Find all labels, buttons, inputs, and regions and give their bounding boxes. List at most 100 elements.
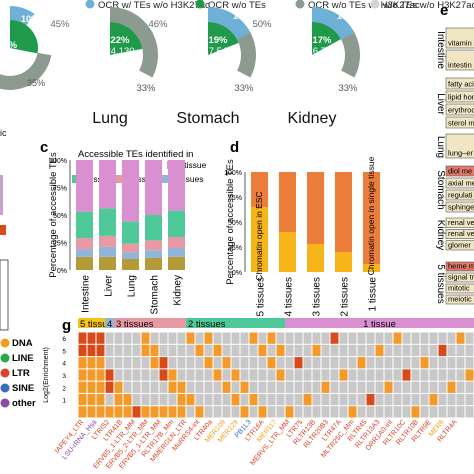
heatmap-cell [447, 406, 456, 418]
heatmap-cell [294, 406, 303, 418]
heatmap-cell [195, 369, 204, 381]
heatmap-cell [438, 406, 447, 418]
heatmap-cell [159, 406, 168, 418]
heatmap-cell [402, 357, 411, 369]
heatmap-cell [402, 332, 411, 344]
legend-label: 2 tissues [82, 174, 116, 184]
y-tick-label: 25% [228, 245, 242, 252]
legend-swatch [0, 353, 10, 363]
heatmap-cell [294, 332, 303, 344]
heatmap-cell [366, 357, 375, 369]
donut-label: 22% [110, 35, 130, 46]
donut-inner-green [312, 22, 341, 55]
group-header [78, 318, 105, 328]
y-tick-label: 75% [53, 186, 67, 193]
heatmap-cell [330, 369, 339, 381]
heatmap-cell [222, 369, 231, 381]
annotation: Chromatin open in ESC [254, 191, 264, 280]
heatmap-cell [186, 344, 195, 357]
heatmap-cell [294, 369, 303, 381]
bar-segment [99, 246, 116, 257]
heatmap-cell [240, 393, 249, 406]
heatmap-cell [375, 357, 384, 369]
heatmap-cell [105, 393, 114, 406]
y-axis-label: Percentage of accessible TEs [48, 152, 59, 278]
group-header-label: 1 tissue [363, 319, 396, 330]
bar-segment [99, 208, 116, 236]
donut-label: 28% [0, 40, 17, 50]
heatmap-cell [339, 332, 348, 344]
heatmap-cell [357, 393, 366, 406]
heatmap-cell [429, 344, 438, 357]
heatmap-cell [366, 332, 375, 344]
heatmap-cell [303, 381, 312, 393]
heatmap-cell [438, 369, 447, 381]
heatmap-cell [150, 369, 159, 381]
term-box [445, 177, 474, 189]
heatmap-cell [465, 332, 474, 344]
legend-swatch [0, 398, 10, 408]
heatmap-cell [366, 344, 375, 357]
heatmap-cell [339, 393, 348, 406]
heatmap-cell [177, 406, 186, 418]
term-label: vitamin [448, 39, 472, 48]
heatmap-cell [87, 357, 96, 369]
term-box [445, 261, 474, 272]
legend-label: OCR w/ TEs w/o H3K27ac [98, 0, 210, 11]
heatmap-cell [420, 406, 429, 418]
term-box [445, 116, 474, 129]
heatmap-cell [285, 332, 294, 344]
heatmap-cell [267, 406, 276, 418]
heatmap-cell [114, 393, 123, 406]
heatmap-cell [411, 393, 420, 406]
heatmap-cell [114, 332, 123, 344]
heatmap-cell [339, 381, 348, 393]
heatmap-cell [420, 393, 429, 406]
heatmap-cell [447, 344, 456, 357]
y-tick-label: 1 [62, 398, 66, 405]
heatmap-cell [132, 344, 141, 357]
bar-segment [99, 235, 116, 247]
group-header [114, 318, 186, 328]
donut-title: Kidney [288, 110, 337, 127]
bar-segment [307, 172, 324, 244]
heatmap-cell [204, 393, 213, 406]
donut-inner-green [110, 22, 143, 55]
heatmap-cell [321, 381, 330, 393]
heatmap-cell [384, 344, 393, 357]
heatmap-cell [339, 406, 348, 418]
donut-segment-grey [110, 7, 158, 78]
donut-label: 19% [208, 35, 228, 46]
heatmap-cell [258, 357, 267, 369]
legend-swatch [0, 368, 10, 378]
heatmap-cell [447, 393, 456, 406]
heatmap-cell [123, 369, 132, 381]
donut-label: 46% [148, 19, 168, 30]
heatmap-cell [366, 393, 375, 406]
heatmap-cell [294, 344, 303, 357]
heatmap-cell [213, 357, 222, 369]
term-label: heme m [448, 262, 474, 271]
legend-swatch [295, 0, 305, 9]
donut-label: 16,744 [307, 46, 336, 57]
term-label: axial me [448, 179, 474, 188]
heatmap-cell [384, 369, 393, 381]
heatmap-cell [186, 369, 195, 381]
heatmap-cell [87, 381, 96, 393]
heatmap-cell [159, 369, 168, 381]
heatmap-cell [276, 344, 285, 357]
heatmap-cell [438, 357, 447, 369]
heatmap-cell [249, 332, 258, 344]
heatmap-cell [411, 369, 420, 381]
heatmap-cell [339, 344, 348, 357]
heatmap-cell [186, 332, 195, 344]
heatmap-cell [267, 332, 276, 344]
heatmap-cell [456, 381, 465, 393]
heatmap-cell [159, 393, 168, 406]
heatmap-cell [294, 393, 303, 406]
donut-charts: 10% 28%2,516 35% 45% 22%24,130 78%87,063 33% Lu… [0, 6, 360, 331]
panel-label: c [40, 139, 48, 156]
heatmap-cell [294, 381, 303, 393]
term-label: renal ve [448, 229, 474, 238]
